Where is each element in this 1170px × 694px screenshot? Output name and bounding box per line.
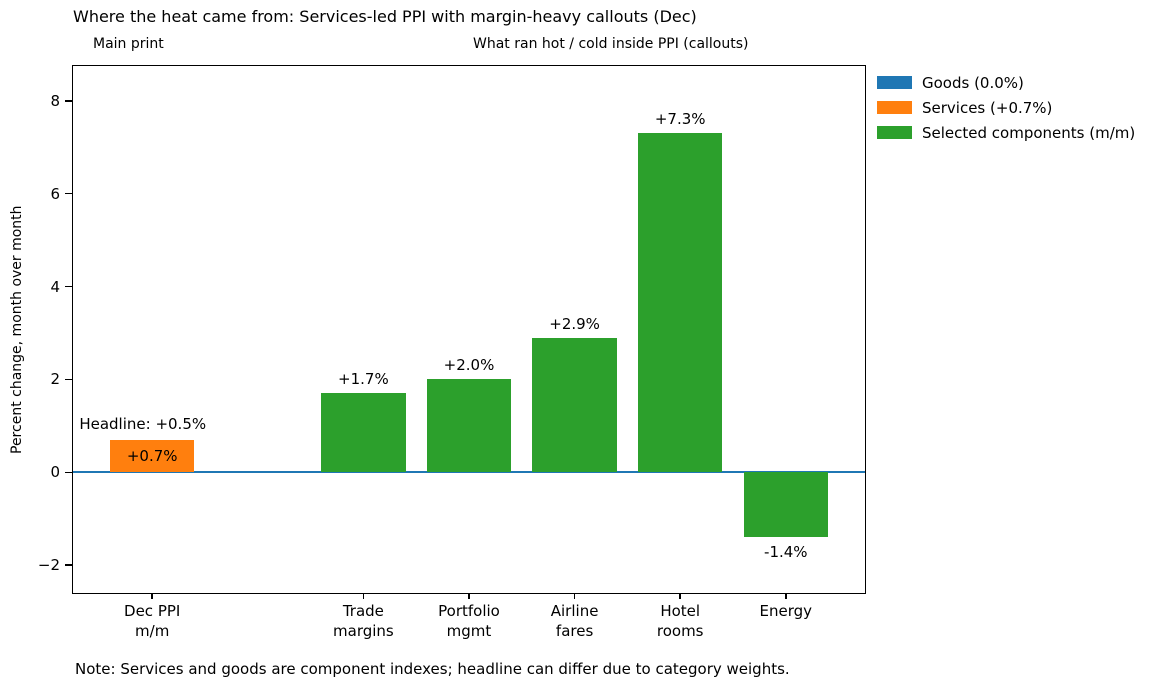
- x-tick-mark: [362, 593, 365, 599]
- x-tick-mark: [785, 593, 787, 599]
- bar-value-label-dec-ppi: +0.7%: [126, 447, 178, 466]
- y-axis-label: Percent change, month over month: [9, 205, 25, 454]
- bar-airline-fares: [532, 337, 617, 473]
- legend-swatch: [877, 126, 912, 139]
- y-tick-label: 0: [50, 463, 60, 482]
- y-tick-mark: [65, 192, 72, 195]
- bar-value-label-airline-fares: +2.9%: [549, 314, 600, 333]
- legend-item: Selected components (m/m): [877, 120, 1135, 145]
- x-tick-label-line: Energy: [759, 602, 813, 620]
- x-tick-label-dec-ppi: Dec PPI m/m: [124, 601, 180, 642]
- y-tick-label: 4: [50, 277, 60, 296]
- x-tick-label-line: Hotel: [660, 602, 701, 620]
- bar-portfolio-mgmt: [426, 379, 512, 473]
- x-tick-mark: [151, 593, 153, 599]
- x-tick-label-line: rooms: [656, 622, 704, 641]
- x-tick-label-line: m/m: [135, 622, 170, 641]
- panel-label-callouts: What ran hot / cold inside PPI (callouts…: [473, 36, 749, 52]
- bar-value-label-trade-margins: +1.7%: [338, 370, 389, 389]
- x-tick-label-line: Trade: [342, 602, 384, 620]
- x-tick-label-hotel-rooms: Hotel rooms: [657, 601, 704, 642]
- y-tick-mark: [65, 471, 72, 474]
- bar-hotel-rooms: [637, 133, 723, 473]
- bar-value-label-energy: -1.4%: [764, 543, 808, 562]
- panel-label-main-print: Main print: [93, 36, 164, 52]
- x-tick-label-line: Dec PPI: [124, 602, 181, 620]
- legend-label: Goods (0.0%): [922, 73, 1024, 92]
- footnote: Note: Services and goods are component i…: [75, 660, 790, 678]
- x-tick-label-line: fares: [555, 622, 594, 641]
- legend-item: Services (+0.7%): [877, 95, 1135, 120]
- legend-label: Services (+0.7%): [922, 98, 1053, 117]
- bar-value-label-portfolio-mgmt: +2.0%: [443, 356, 495, 375]
- headline-annotation: Headline: +0.5%: [79, 415, 207, 434]
- x-tick-label-line: margins: [333, 622, 394, 641]
- x-tick-mark: [679, 593, 681, 599]
- y-tick-label: 8: [50, 91, 60, 110]
- legend-swatch: [877, 76, 912, 89]
- x-tick-mark: [573, 593, 576, 599]
- bar-trade-margins: [321, 393, 406, 473]
- bar-energy: [743, 472, 829, 538]
- x-tick-label-energy: Energy: [760, 601, 813, 621]
- x-tick-label-line: Airline: [550, 602, 599, 620]
- chart-title: Where the heat came from: Services-led P…: [73, 7, 697, 26]
- legend-label: Selected components (m/m): [922, 123, 1136, 142]
- y-tick-label: 6: [50, 184, 60, 203]
- legend: Goods (0.0%) Services (+0.7%) Selected com…: [877, 70, 1135, 145]
- zero-baseline: [73, 471, 865, 474]
- bar-dec-ppi: [109, 439, 195, 473]
- legend-item: Goods (0.0%): [877, 70, 1135, 95]
- x-tick-label-trade-margins: Trade margins: [333, 601, 394, 642]
- x-tick-label-line: mgmt: [446, 622, 492, 641]
- x-tick-label-line: Portfolio: [438, 602, 500, 620]
- plot-area: −2 0 2 4 6 8 +0.7% Dec PPI m/m +1.7% Trade margins +…: [38, 65, 866, 640]
- y-tick-mark: [65, 564, 72, 566]
- x-tick-label-portfolio-mgmt: Portfolio mgmt: [438, 601, 500, 642]
- legend-swatch: [877, 101, 912, 114]
- y-tick-mark: [65, 285, 72, 288]
- y-tick-label: −2: [37, 556, 60, 575]
- y-tick-mark: [65, 378, 72, 381]
- y-tick-label: 2: [50, 370, 60, 389]
- bar-value-label-hotel-rooms: +7.3%: [654, 110, 706, 129]
- y-tick-mark: [65, 100, 72, 102]
- x-tick-mark: [468, 593, 470, 599]
- x-tick-label-airline-fares: Airline fares: [551, 601, 599, 642]
